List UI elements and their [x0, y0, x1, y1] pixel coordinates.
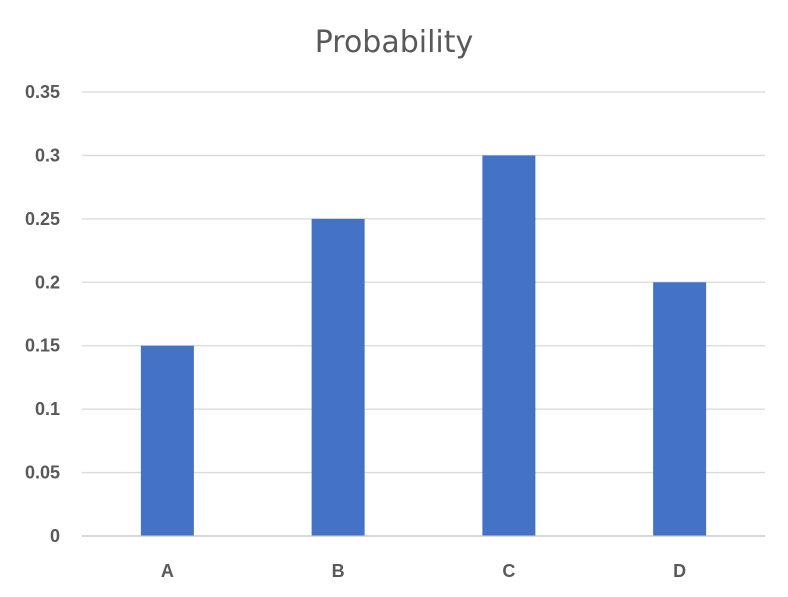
bar-c — [482, 155, 536, 536]
x-axis-tick-labels: A B C D — [161, 561, 686, 581]
y-tick-label: 0.1 — [35, 399, 60, 419]
y-tick-label: 0.25 — [25, 209, 60, 229]
y-tick-label: 0 — [50, 526, 60, 546]
x-tick-label: C — [502, 561, 515, 581]
x-tick-label: A — [161, 561, 174, 581]
y-axis-tick-labels: 0 0.05 0.1 0.15 0.2 0.25 0.3 0.35 — [25, 82, 60, 546]
y-tick-label: 0.15 — [25, 336, 60, 356]
chart-title: Probability — [315, 25, 474, 60]
y-tick-label: 0.3 — [35, 145, 60, 165]
bar-b — [311, 218, 365, 536]
y-tick-label: 0.2 — [35, 272, 60, 292]
bars — [140, 155, 707, 536]
x-tick-label: B — [332, 561, 345, 581]
y-tick-label: 0.35 — [25, 82, 60, 102]
bar-d — [653, 282, 707, 536]
gridlines — [82, 91, 765, 474]
bar-a — [140, 345, 194, 536]
x-tick-label: D — [673, 561, 686, 581]
y-tick-label: 0.05 — [25, 463, 60, 483]
